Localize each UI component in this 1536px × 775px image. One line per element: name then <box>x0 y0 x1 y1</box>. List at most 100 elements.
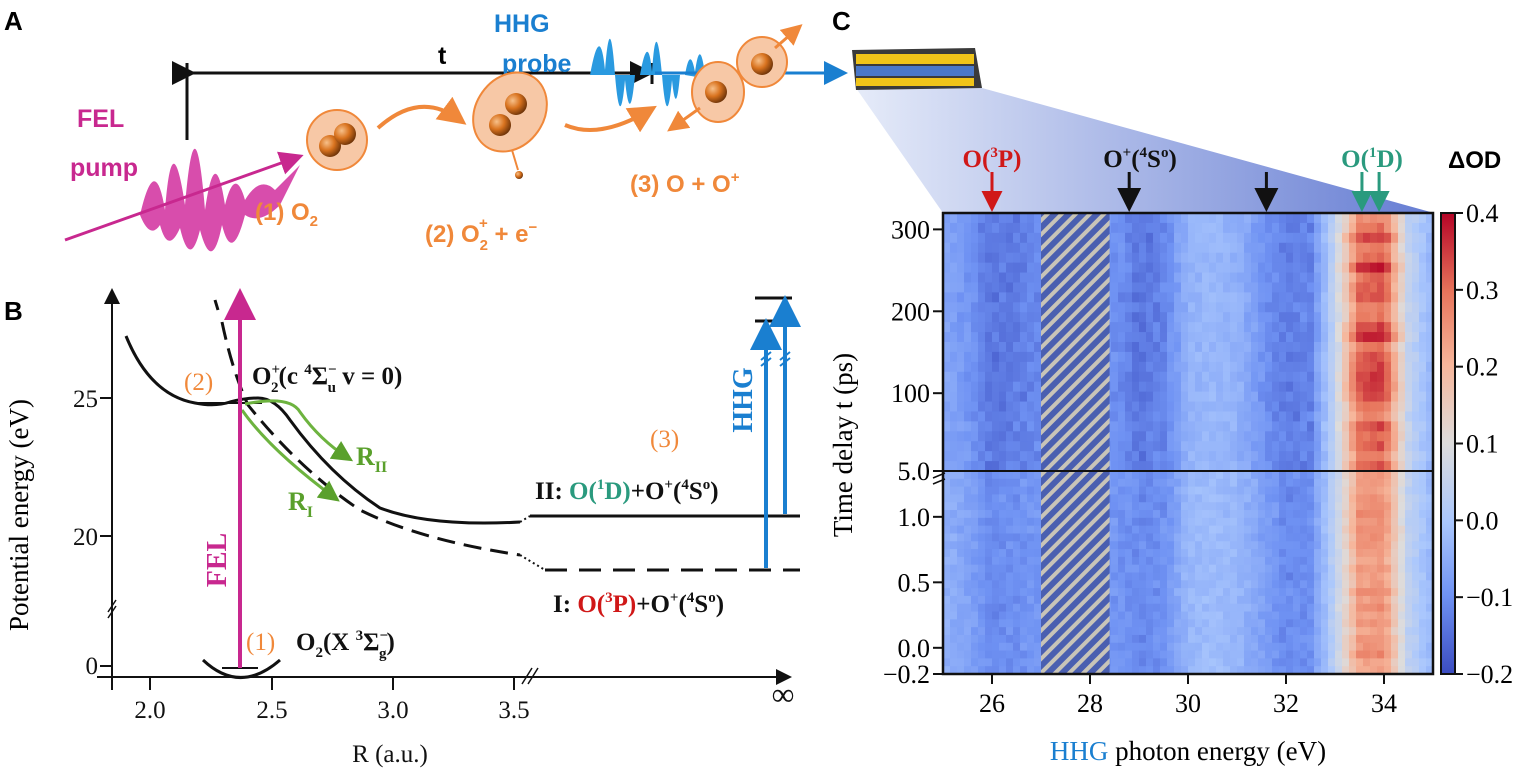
heatmap-cell <box>1426 401 1434 413</box>
heatmap-cell <box>1230 627 1238 636</box>
heatmap-cell <box>1293 351 1301 363</box>
heatmap-cell <box>1286 486 1294 496</box>
heatmap-cell <box>978 381 986 393</box>
heatmap-cell <box>1174 486 1182 496</box>
heatmap-cell <box>1125 252 1133 264</box>
heatmap-cell <box>1300 302 1308 313</box>
heatmap-cell <box>978 312 986 323</box>
heatmap-cell <box>964 642 972 652</box>
heatmap-cell <box>1146 451 1154 462</box>
heatmap-cell <box>1202 361 1210 373</box>
heatmap-cell <box>943 302 951 313</box>
heatmap-cell <box>1363 421 1371 432</box>
pathway-r2-label: RII <box>356 442 387 476</box>
heatmap-cell <box>1426 371 1434 383</box>
heatmap-cell <box>1181 634 1189 644</box>
heatmap-cell <box>1216 627 1224 636</box>
heatmap-cell <box>1160 312 1168 323</box>
heatmap-cell <box>1146 588 1154 597</box>
heatmap-cell <box>1286 302 1294 313</box>
heatmap-cell <box>1013 525 1021 535</box>
heatmap-cell <box>957 471 965 480</box>
heatmap-cell <box>1111 588 1119 597</box>
heatmap-cell <box>1034 332 1042 343</box>
heatmap-cell <box>971 525 979 535</box>
heatmap-cell <box>1027 603 1035 613</box>
heatmap-cell <box>1314 525 1322 535</box>
heatmap-cell <box>1020 282 1028 293</box>
heatmap-cell <box>1181 627 1189 636</box>
heatmap-cell <box>1216 494 1224 503</box>
heatmap-cell <box>1202 478 1210 488</box>
heatmap-cell <box>1349 502 1357 511</box>
heatmap-cell <box>1328 517 1336 527</box>
heatmap-cell <box>1013 451 1021 462</box>
heatmap-cell <box>1167 421 1175 432</box>
heatmap-cell <box>964 650 972 659</box>
heatmap-cell <box>1027 564 1035 574</box>
heatmap-cell <box>1251 222 1259 234</box>
heatmap-cell <box>1188 421 1196 432</box>
heatmap-cell <box>1167 371 1175 383</box>
heatmap-cell <box>1125 371 1133 383</box>
heatmap-cell <box>1335 361 1343 373</box>
heatmap-cell <box>957 611 965 620</box>
heatmap-cell <box>1209 461 1217 472</box>
heatmap-cell <box>1216 658 1224 667</box>
heatmap-cell <box>1139 242 1147 254</box>
heatmap-cell <box>1307 556 1315 566</box>
heatmap-cell <box>1230 580 1238 589</box>
heatmap-cell <box>992 262 1000 274</box>
heatmap-cell <box>1195 580 1203 589</box>
heatmap-cell <box>1412 431 1420 442</box>
heatmap-cell <box>1006 332 1014 343</box>
heatmap-cell <box>1244 411 1252 422</box>
heatmap-cell <box>1237 471 1245 480</box>
heatmap-cell <box>1293 510 1301 519</box>
heatmap-cell <box>1132 391 1140 403</box>
heatmap-cell <box>985 461 993 472</box>
heatmap-cell <box>1181 312 1189 323</box>
heatmap-cell <box>985 541 993 550</box>
heatmap-cell <box>1111 391 1119 403</box>
heatmap-cell <box>1125 502 1133 511</box>
heatmap-cell <box>1195 619 1203 628</box>
heatmap-cell <box>1111 556 1119 566</box>
heatmap-cell <box>1188 494 1196 503</box>
heatmap-cell <box>971 302 979 313</box>
heatmap-cell <box>1125 564 1133 574</box>
heatmap-cell <box>1027 213 1035 224</box>
heatmap-cell <box>1307 213 1315 224</box>
heatmap-cell <box>1314 588 1322 597</box>
heatmap-cell <box>1293 361 1301 373</box>
heatmap-cell <box>943 381 951 393</box>
heatmap-cell <box>1020 471 1028 480</box>
heatmap-cell <box>1013 666 1021 675</box>
heatmap-cell <box>1412 510 1420 519</box>
heatmap-cell <box>1412 252 1420 264</box>
heatmap-cell <box>1174 222 1182 234</box>
heatmap-cell <box>950 541 958 550</box>
heatmap-cell <box>1251 533 1259 542</box>
heatmap-cell <box>971 421 979 432</box>
heatmap-cell <box>1300 658 1308 667</box>
heatmap-cell <box>1230 222 1238 234</box>
heatmap-cell <box>1370 556 1378 566</box>
heatmap-cell <box>957 494 965 503</box>
heatmap-cell <box>1377 627 1385 636</box>
heatmap-cell <box>1216 302 1224 313</box>
heatmap-cell <box>985 371 993 383</box>
heatmap-cell <box>1293 588 1301 597</box>
heatmap-cell <box>1272 421 1280 432</box>
heatmap-cell <box>1223 549 1231 558</box>
heatmap-cell <box>1335 525 1343 535</box>
heatmap-cell <box>1265 361 1273 373</box>
heatmap-cell <box>1132 213 1140 224</box>
heatmap-cell <box>1132 533 1140 542</box>
heatmap-cell <box>1342 401 1350 413</box>
heatmap-cell <box>1342 441 1350 452</box>
heatmap-cell <box>1153 461 1161 472</box>
heatmap-cell <box>985 611 993 620</box>
heatmap-cell <box>1349 351 1357 363</box>
